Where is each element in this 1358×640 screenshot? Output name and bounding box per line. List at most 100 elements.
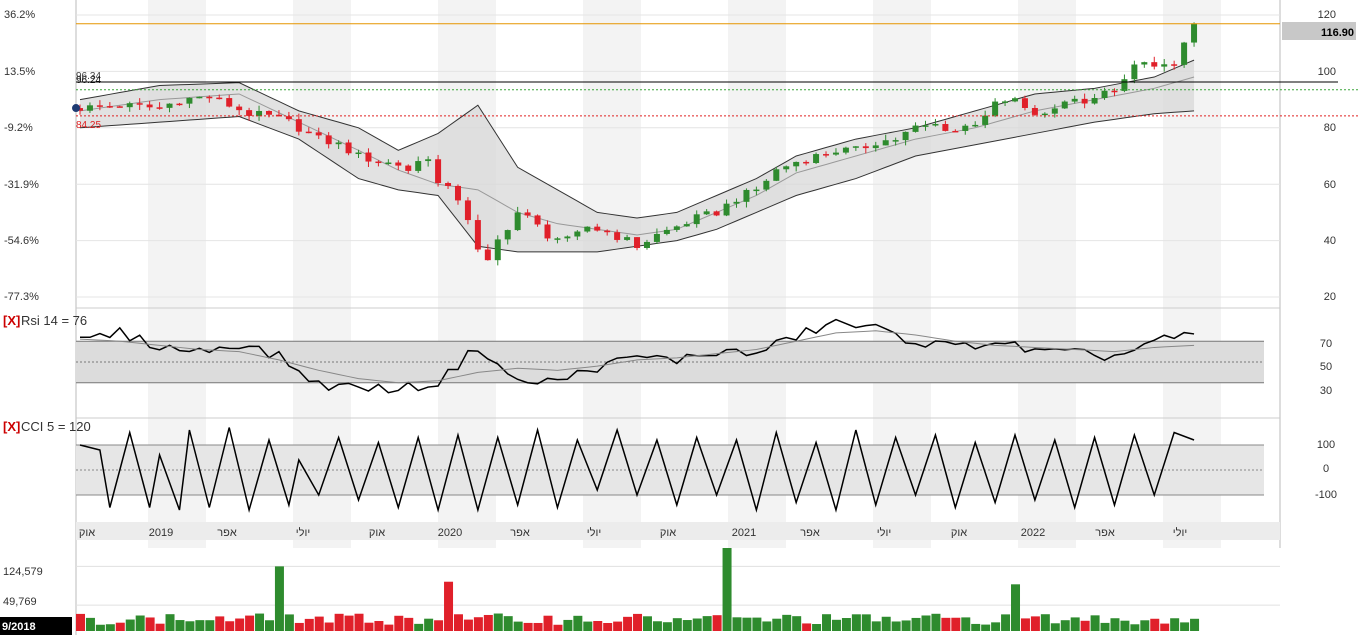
candle-down: [1031, 107, 1038, 115]
pct-label-4: -54.6%: [4, 235, 39, 247]
volume-bar: [712, 615, 722, 631]
volume-bar: [1040, 614, 1050, 631]
candle-down: [823, 154, 830, 156]
volume-bar: [951, 617, 961, 631]
volume-bar: [851, 614, 861, 631]
candle-up: [902, 131, 909, 141]
volume-bar: [633, 613, 643, 631]
candle-down: [285, 116, 292, 120]
candle-down: [305, 131, 312, 134]
rsi-close-button[interactable]: [X]: [3, 313, 20, 328]
candle-up: [852, 146, 859, 148]
x-axis-label-12: אוק: [951, 527, 967, 539]
volume-bar: [692, 618, 702, 631]
volume-bar: [434, 620, 444, 631]
volume-bar: [961, 617, 971, 631]
candle-up: [643, 241, 650, 248]
candle-up: [355, 152, 362, 155]
x-axis-label-1: 2019: [149, 527, 173, 539]
volume-bar: [1020, 618, 1030, 631]
candle-up: [653, 233, 660, 242]
volume-bar: [404, 617, 414, 631]
volume-bar: [304, 618, 314, 631]
volume-bar: [473, 617, 483, 631]
volume-bar: [722, 548, 732, 631]
volume-bar: [105, 624, 115, 631]
candle-up: [882, 140, 889, 146]
volume-bar: [284, 614, 294, 631]
volume-bar: [752, 617, 762, 631]
candle-up: [624, 237, 631, 240]
volume-bar: [1160, 623, 1170, 631]
volume-bar: [533, 622, 543, 631]
candle-up: [922, 125, 929, 127]
volume-bar: [115, 622, 125, 631]
candle-down: [713, 211, 720, 216]
rsi-level-50: 50: [1320, 361, 1332, 373]
cci-close-button[interactable]: [X]: [3, 419, 20, 434]
candle-down: [524, 212, 531, 216]
x-axis-label-2: אפר: [217, 527, 237, 539]
candle-down: [405, 165, 412, 171]
candle-up: [743, 189, 750, 202]
candle-up: [912, 125, 919, 132]
candle-down: [106, 106, 113, 108]
candle-down: [96, 105, 103, 107]
rsi-line: [79, 318, 1195, 394]
volume-bar: [245, 615, 255, 631]
date-badge-bg: [0, 617, 72, 635]
candle-up: [982, 115, 989, 125]
candle-down: [952, 130, 959, 133]
candle-up: [1061, 101, 1068, 109]
volume-bar: [334, 613, 344, 631]
rsi-title: Rsi 14 = 76: [21, 313, 87, 328]
volume-bar: [195, 620, 205, 631]
bollinger-upper: [79, 59, 1195, 219]
candle-down: [265, 110, 272, 115]
candle-up: [494, 239, 501, 261]
candle-up: [584, 226, 591, 232]
candle-up: [1101, 90, 1108, 99]
volume-bar: [1090, 615, 1100, 631]
candle-up: [992, 101, 999, 116]
volume-bar: [921, 615, 931, 631]
pct-label-2: -9.2%: [4, 122, 33, 134]
candle-up: [693, 214, 700, 225]
price-label-20: 20: [1324, 291, 1336, 303]
volume-bar: [185, 621, 195, 631]
candle-down: [116, 106, 123, 108]
volume-bar: [1120, 620, 1130, 631]
volume-bar: [1150, 618, 1160, 631]
candle-up: [892, 140, 899, 142]
volume-bar: [831, 619, 841, 631]
x-axis-label-11: יולי: [877, 526, 891, 539]
candle-down: [295, 119, 302, 132]
volume-bar: [583, 621, 593, 631]
volume-bar: [732, 617, 742, 631]
volume-bar: [314, 616, 324, 631]
volume-bar: [1130, 624, 1140, 631]
candle-down: [534, 215, 541, 225]
rsi-level-30: 30: [1320, 385, 1332, 397]
cci-level-100: 100: [1317, 439, 1335, 451]
candle-up: [1012, 98, 1019, 102]
start-marker: [72, 104, 80, 113]
volume-bar: [165, 614, 175, 631]
x-axis-label-13: 2022: [1021, 527, 1045, 539]
current-price-tag: [1282, 22, 1356, 40]
candle-up: [733, 201, 740, 204]
volume-bar: [702, 616, 712, 631]
volume-bar: [861, 614, 871, 631]
candle-up: [1191, 23, 1198, 43]
candle-up: [832, 152, 839, 155]
candle-down: [246, 110, 253, 116]
candle-up: [683, 224, 690, 227]
candle-down: [226, 98, 233, 107]
cci-title: CCI 5 = 120: [21, 419, 91, 434]
volume-bar: [274, 566, 284, 631]
volume-bar: [205, 620, 215, 631]
volume-bar: [792, 616, 802, 631]
volume-bar: [225, 621, 235, 631]
candle-up: [783, 166, 790, 170]
